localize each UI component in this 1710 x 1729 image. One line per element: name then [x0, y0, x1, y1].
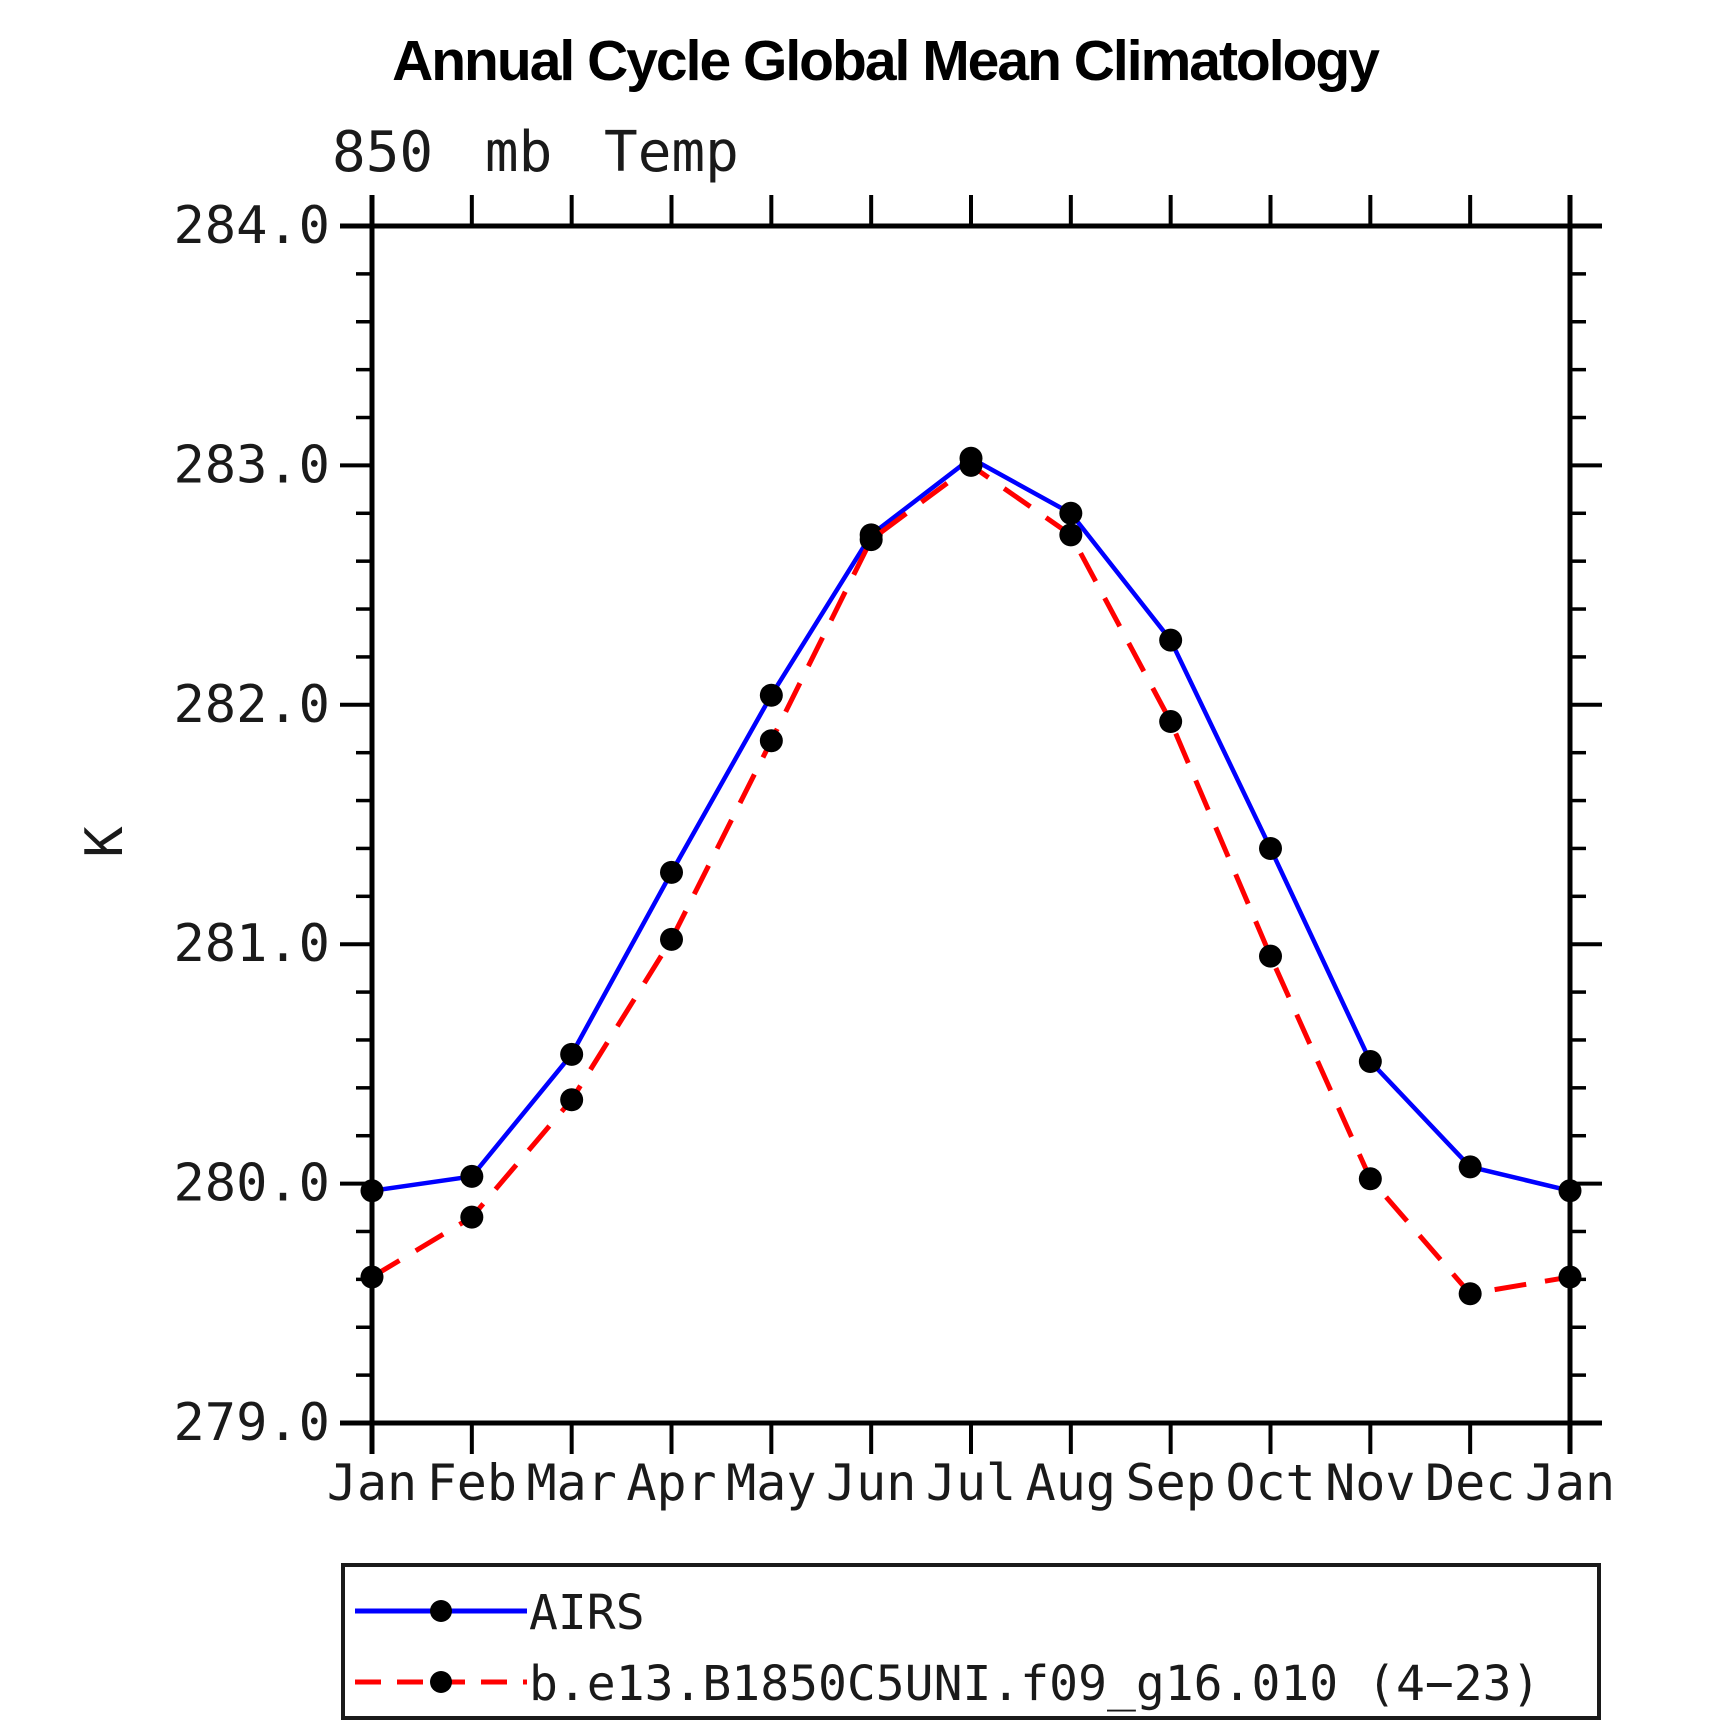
x-tick-label: Dec: [1425, 1454, 1515, 1512]
data-point-marker: [1458, 1155, 1482, 1179]
data-point-marker: [360, 1265, 384, 1289]
legend-line-icon: [355, 1600, 527, 1622]
data-point-marker: [460, 1164, 484, 1188]
x-tick-label: Jan: [327, 1454, 417, 1512]
data-point-marker: [1358, 1167, 1382, 1191]
data-point-marker: [1259, 836, 1282, 860]
data-point-marker: [560, 1088, 584, 1112]
x-tick-label: Mar: [527, 1454, 617, 1512]
series-line-1: [370, 462, 1571, 1297]
legend-marker-icon: [430, 1671, 452, 1693]
y-tick-label: 283.0: [173, 435, 330, 495]
x-tick-label: Jun: [826, 1454, 916, 1512]
data-point-marker: [1558, 1265, 1582, 1289]
legend-row-airs: AIRS: [345, 1585, 1597, 1641]
data-point-marker: [1558, 1179, 1582, 1203]
y-axis-title: K: [75, 826, 135, 858]
data-point-marker: [1159, 628, 1183, 652]
y-tick-label: 284.0: [173, 196, 330, 256]
legend-line-icon: [355, 1671, 527, 1693]
data-point-marker: [360, 1179, 384, 1203]
legend-marker-icon: [430, 1600, 452, 1622]
x-tick-label: Jan: [1525, 1454, 1615, 1512]
legend-box: AIRS b.e13.B1850C5UNI.f09_g16.010 (4−23): [341, 1563, 1601, 1720]
x-tick-label: May: [726, 1454, 816, 1512]
data-point-marker: [560, 1042, 584, 1066]
x-tick-label: Sep: [1126, 1454, 1216, 1512]
data-point-marker: [1458, 1282, 1482, 1306]
data-point-marker: [959, 453, 983, 477]
y-tick-label: 281.0: [173, 914, 330, 974]
legend-label-airs: AIRS: [529, 1585, 645, 1641]
series-line-0: [371, 455, 1571, 1194]
x-tick-label: Apr: [626, 1454, 716, 1512]
x-tick-label: Oct: [1225, 1454, 1315, 1512]
legend-label-model: b.e13.B1850C5UNI.f09_g16.010 (4−23): [529, 1656, 1541, 1712]
x-tick-label: Nov: [1325, 1454, 1415, 1512]
y-tick-label: 280.0: [173, 1154, 330, 1214]
data-point-marker: [660, 860, 683, 884]
y-tick-label: 279.0: [173, 1393, 330, 1453]
data-point-marker: [859, 528, 883, 552]
chart-subtitle: 850 mb Temp: [332, 120, 739, 185]
data-point-marker: [660, 927, 683, 951]
data-point-marker: [1059, 523, 1083, 547]
data-point-marker: [759, 683, 783, 707]
x-tick-label: Aug: [1026, 1454, 1116, 1512]
data-point-marker: [759, 729, 783, 753]
legend-row-model: b.e13.B1850C5UNI.f09_g16.010 (4−23): [345, 1656, 1597, 1712]
x-tick-label: Feb: [427, 1454, 517, 1512]
x-tick-label: Jul: [926, 1454, 1016, 1512]
data-point-marker: [1059, 501, 1083, 525]
chart-title: Annual Cycle Global Mean Climatology: [392, 29, 1380, 93]
y-tick-label: 282.0: [173, 675, 330, 735]
data-point-marker: [1159, 710, 1183, 734]
data-point-marker: [1358, 1050, 1382, 1074]
data-point-marker: [1259, 944, 1282, 968]
data-point-marker: [460, 1205, 484, 1229]
